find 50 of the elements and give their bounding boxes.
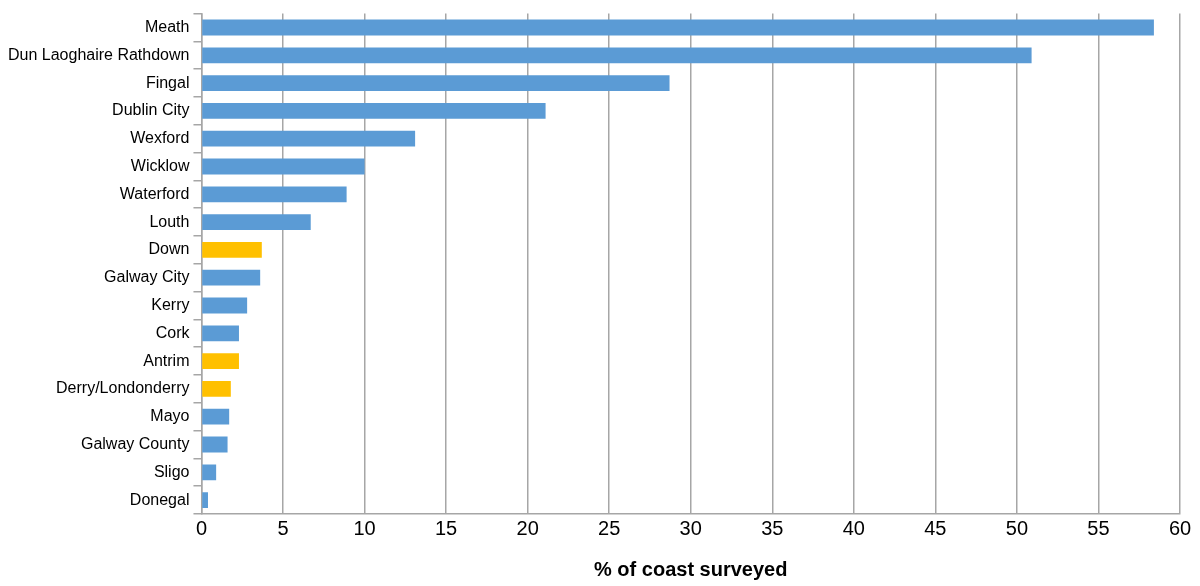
x-tick-label: 55 [1087,516,1110,539]
x-axis-title: % of coast surveyed [594,557,788,580]
y-tick-label: Dublin City [112,101,190,119]
y-tick-label: Derry/Londonderry [56,379,190,397]
y-tick-label: Galway County [80,434,190,452]
x-tick-label: 25 [598,516,621,539]
y-tick-label: Waterford [119,184,190,202]
bar [202,408,230,425]
bar [202,158,365,175]
bar [202,19,1154,36]
y-tick-label: Mayo [150,407,190,425]
bar [202,464,217,481]
y-tick-label: Kerry [151,295,190,313]
bar [202,269,261,286]
y-tick-label: Meath [144,17,190,35]
bar [202,75,670,92]
y-tick-label: Cork [155,323,191,341]
y-tick-label: Galway City [104,268,190,286]
bar [202,297,248,314]
bar [202,241,262,258]
x-tick-label: 60 [1168,516,1192,539]
x-tick-label: 0 [195,516,208,539]
bar [202,214,311,231]
y-tick-label: Donegal [129,490,190,508]
bar [202,47,1032,64]
bar [202,380,231,397]
y-tick-label: Down [148,240,190,258]
bar [202,325,239,342]
x-tick-label: 5 [277,516,289,539]
bar [202,436,228,453]
bar [202,492,208,509]
x-tick-label: 30 [679,516,702,539]
x-tick-label: 15 [434,516,458,539]
bar [202,130,416,147]
x-tick-label: 10 [353,516,376,539]
x-tick-label: 40 [842,516,865,539]
y-tick-label: Fingal [145,73,190,91]
y-tick-label: Wexford [130,129,190,147]
x-tick-label: 45 [924,516,947,539]
x-tick-label: 50 [1005,516,1029,539]
y-tick-label: Sligo [153,462,190,480]
y-tick-label: Wicklow [130,156,190,174]
bar [202,186,347,203]
y-tick-label: Louth [149,212,190,230]
y-tick-label: Dun Laoghaire Rathdown [7,45,190,63]
bar [202,102,546,119]
x-tick-label: 20 [516,516,539,539]
y-tick-label: Antrim [143,351,190,369]
x-tick-label: 35 [761,516,784,539]
bar [202,353,239,370]
